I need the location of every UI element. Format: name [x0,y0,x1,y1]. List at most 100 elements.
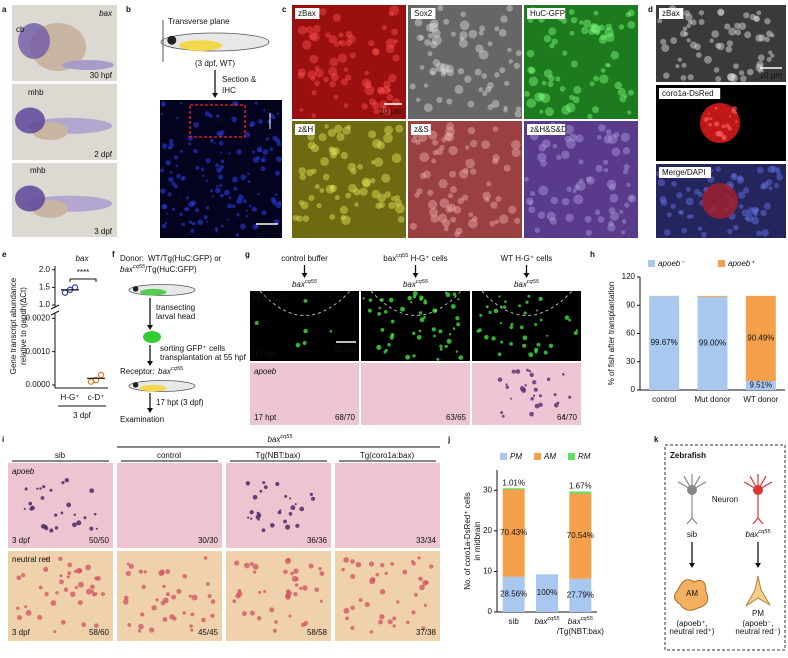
texture [509,342,513,346]
image-tile [361,363,470,425]
texture [492,126,499,132]
texture [219,193,224,198]
texture [469,168,477,175]
texture [468,29,478,39]
texture [725,45,733,53]
texture [430,214,439,223]
texture [578,159,584,165]
texture [551,38,558,45]
texture [248,204,252,208]
texture [397,215,405,223]
texture [525,300,529,304]
texture [343,103,349,108]
superscript: cq55 [133,264,146,270]
texture [61,619,66,625]
bar-segment [536,574,558,612]
texture [587,113,593,119]
texture [307,133,315,141]
texture [310,32,320,42]
texture [297,71,305,79]
texture [500,340,504,344]
texture [172,616,177,621]
texture [188,220,193,224]
stage-label: 3 dpf [94,227,113,236]
texture [210,613,215,618]
texture [419,172,427,179]
texture [660,38,667,45]
texture [369,630,374,634]
texture [728,27,737,36]
gene-label: bax [99,9,113,18]
texture [330,73,339,82]
texture [255,224,259,228]
texture [715,166,721,172]
texture [328,66,338,77]
texture [355,561,362,568]
y-axis-label: No. of coro1a-DsRed⁺ cells [463,492,472,590]
donor-text: WT/Tg(HuC:GFP) or [148,254,222,263]
texture [66,575,70,579]
texture [441,67,448,75]
texture [59,579,64,585]
texture [502,305,507,309]
texture [341,215,351,225]
texture [459,36,464,42]
microglia-am [674,579,709,611]
texture [181,175,186,180]
step-label: Section & [222,75,257,84]
texture [308,32,317,41]
texture [606,179,617,189]
texture [418,311,423,315]
texture [288,512,293,516]
texture [419,317,425,323]
texture [666,212,672,218]
texture [138,569,143,574]
texture [457,197,464,205]
y-tick-label: 10 [483,567,492,576]
texture [383,133,393,144]
texture [511,369,516,374]
texture [770,53,775,58]
panel-letter: a [2,5,7,14]
channel-label: zBax [662,9,680,18]
texture [300,201,309,210]
texture [605,62,610,68]
texture [685,186,691,192]
texture [593,10,599,16]
texture [462,167,469,174]
data-point [97,371,105,379]
texture [274,193,278,197]
texture [384,571,388,575]
texture [293,592,298,597]
texture [492,157,499,165]
text-part: bax [568,617,582,626]
texture [497,352,502,357]
texture [394,194,400,200]
fish-eye [167,35,177,45]
texture [415,139,421,145]
texture [458,38,468,48]
texture [449,186,457,194]
texture [455,227,463,235]
texture [689,214,694,219]
texture [609,193,619,203]
stage-label: 2 dpf [94,150,113,159]
texture [565,138,576,149]
texture [176,588,182,594]
texture [760,209,767,217]
texture [383,350,387,354]
texture [215,184,219,188]
arrow-head [689,563,695,568]
column-header: Tg(NBT:bax) [256,451,301,460]
texture [205,158,211,164]
texture [711,30,719,38]
superscript: cq55 [396,253,408,259]
texture [441,136,447,143]
texture [16,575,22,581]
texture [307,70,316,79]
texture [726,40,734,47]
texture [245,214,249,218]
texture [347,162,357,172]
texture [162,584,166,589]
texture [548,75,555,82]
